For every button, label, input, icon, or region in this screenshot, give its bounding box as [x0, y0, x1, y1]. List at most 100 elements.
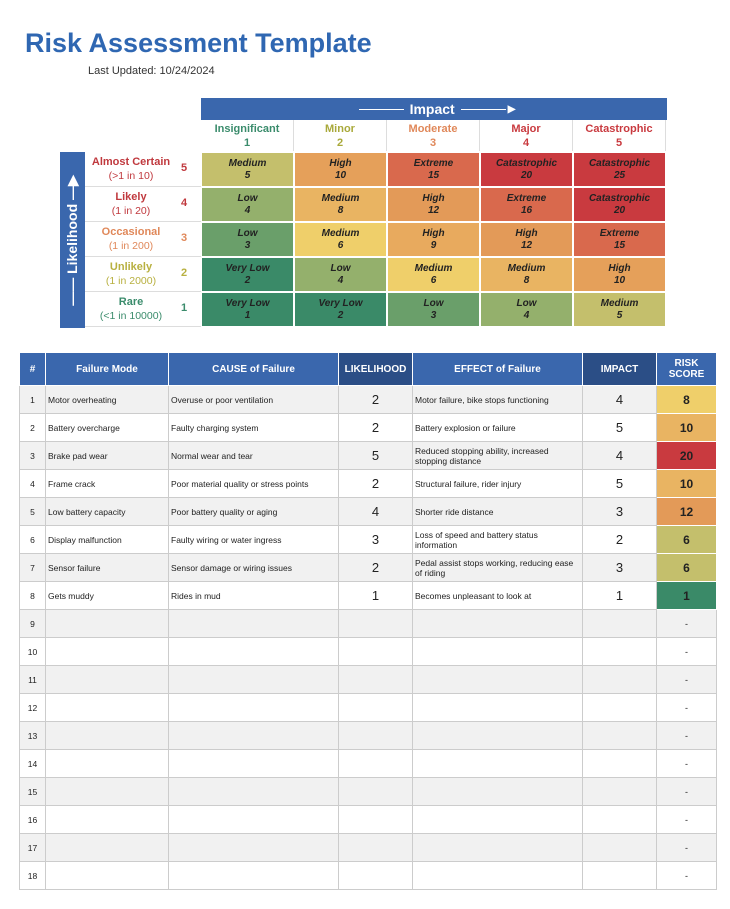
- cause-cell: [168, 721, 339, 750]
- table-row: 2 Battery overcharge Faulty charging syste…: [19, 413, 717, 442]
- effect-cell: Becomes unpleasant to look at: [412, 581, 583, 610]
- likelihood-cell: 2: [338, 413, 413, 442]
- matrix-cell: Low 3: [387, 292, 480, 327]
- impact-header-1: Insignificant 1: [201, 120, 294, 151]
- effect-cell: Motor failure, bike stops functioning: [412, 385, 583, 414]
- effect-cell: [412, 637, 583, 666]
- matrix-cell-level: Medium: [228, 158, 267, 169]
- cause-cell: [168, 749, 339, 778]
- matrix-cell-score: 8: [337, 205, 344, 216]
- impact-cell: [582, 609, 657, 638]
- impact-cell: 5: [582, 469, 657, 498]
- table-row: 4 Frame crack Poor material quality or str…: [19, 469, 717, 498]
- matrix-cell-level: Medium: [321, 228, 360, 239]
- cause-cell: Poor material quality or stress points: [168, 469, 339, 498]
- risk-score-cell: 8: [656, 385, 717, 414]
- cause-cell: Faulty wiring or water ingress: [168, 525, 339, 554]
- likelihood-cell: 2: [338, 469, 413, 498]
- cause-cell: [168, 637, 339, 666]
- matrix-cell: Very Low 2: [201, 257, 294, 292]
- matrix-cell-level: Low: [330, 263, 351, 274]
- risk-score-cell: -: [656, 637, 717, 666]
- matrix-cell: Catastrophic 25: [573, 152, 666, 187]
- matrix-cell-level: Extreme: [599, 228, 640, 239]
- row-number-cell: 18: [19, 861, 46, 890]
- likelihood-frequency: (<1 in 10000): [99, 310, 163, 322]
- matrix-cell-level: Medium: [507, 263, 546, 274]
- failure-mode-cell: Sensor failure: [45, 553, 169, 582]
- matrix-cell-level: Catastrophic: [588, 158, 651, 169]
- impact-header-3: Moderate 3: [387, 120, 480, 151]
- cause-cell: [168, 693, 339, 722]
- matrix-cell-score: 16: [520, 205, 533, 216]
- table-row: 12 -: [19, 693, 717, 722]
- effect-cell: Structural failure, rider injury: [412, 469, 583, 498]
- impact-number: 1: [243, 137, 251, 149]
- cause-cell: Poor battery quality or aging: [168, 497, 339, 526]
- effect-cell: [412, 721, 583, 750]
- likelihood-cell: [338, 637, 413, 666]
- arrow-line: [460, 108, 506, 110]
- table-row: 9-: [19, 609, 717, 638]
- matrix-cell-level: Low: [237, 193, 258, 204]
- row-number-cell: 14: [19, 749, 46, 778]
- impact-number: 5: [615, 137, 623, 149]
- matrix-cell: Medium 8: [480, 257, 573, 292]
- likelihood-cell: [338, 665, 413, 694]
- impact-cell: [582, 665, 657, 694]
- row-number-cell: 15: [19, 777, 46, 806]
- matrix-cell: Extreme 15: [573, 222, 666, 257]
- matrix-cell: Catastrophic 20: [480, 152, 573, 187]
- impact-cell: [582, 777, 657, 806]
- matrix-cell: Medium 5: [573, 292, 666, 327]
- failure-mode-cell: [45, 721, 169, 750]
- effect-cell: Shorter ride distance: [412, 497, 583, 526]
- row-number-cell: 11: [19, 665, 46, 694]
- matrix-cell-level: Catastrophic: [588, 193, 651, 204]
- impact-cell: 1: [582, 581, 657, 610]
- row-number-cell: 12: [19, 693, 46, 722]
- effect-cell: Loss of speed and battery status informa…: [412, 525, 583, 554]
- row-number-cell: 13: [19, 721, 46, 750]
- effect-cell: Reduced stopping ability, increased stop…: [412, 441, 583, 470]
- effect-cell: [412, 805, 583, 834]
- likelihood-row-label: Likely (1 in 20) 4: [85, 187, 201, 222]
- matrix-cell-level: Very Low: [225, 263, 270, 274]
- matrix-cell-level: Low: [423, 298, 444, 309]
- matrix-cell-level: High: [608, 263, 631, 274]
- matrix-cell-score: 4: [244, 205, 251, 216]
- effect-cell: [412, 665, 583, 694]
- impact-header-4: Major 4: [480, 120, 573, 151]
- matrix-cell-level: High: [422, 228, 445, 239]
- column-header: EFFECT of Failure: [412, 352, 583, 386]
- likelihood-cell: [338, 861, 413, 890]
- table-row: 16 -: [19, 805, 717, 834]
- risk-score-cell: -: [656, 777, 717, 806]
- matrix-cell: High 12: [387, 187, 480, 222]
- matrix-cell: Low 4: [201, 187, 294, 222]
- likelihood-name: Rare: [118, 296, 144, 308]
- matrix-cell-level: Medium: [600, 298, 639, 309]
- table-row: 10 -: [19, 637, 717, 666]
- impact-cell: [582, 749, 657, 778]
- matrix-cell-score: 10: [334, 170, 347, 181]
- risk-score-cell: -: [656, 693, 717, 722]
- effect-cell: [412, 693, 583, 722]
- column-header: LIKELIHOOD: [338, 352, 413, 386]
- column-header: RISK SCORE: [656, 352, 717, 386]
- arrow-right-icon: ▶: [507, 103, 516, 115]
- risk-score-cell: 6: [656, 553, 717, 582]
- failure-mode-cell: [45, 693, 169, 722]
- impact-number: 3: [429, 137, 437, 149]
- matrix-cell-score: 4: [337, 275, 344, 286]
- impact-name: Minor: [325, 123, 355, 135]
- row-number-cell: 17: [19, 833, 46, 862]
- risk-score-cell: 6: [656, 525, 717, 554]
- row-number-cell: 2: [19, 413, 46, 442]
- table-row: 14 -: [19, 749, 717, 778]
- failure-mode-cell: [45, 777, 169, 806]
- likelihood-label: —— Likelihood —▶: [64, 174, 81, 306]
- likelihood-cell: [338, 749, 413, 778]
- failure-mode-cell: [45, 665, 169, 694]
- risk-score-cell: 1: [656, 581, 717, 610]
